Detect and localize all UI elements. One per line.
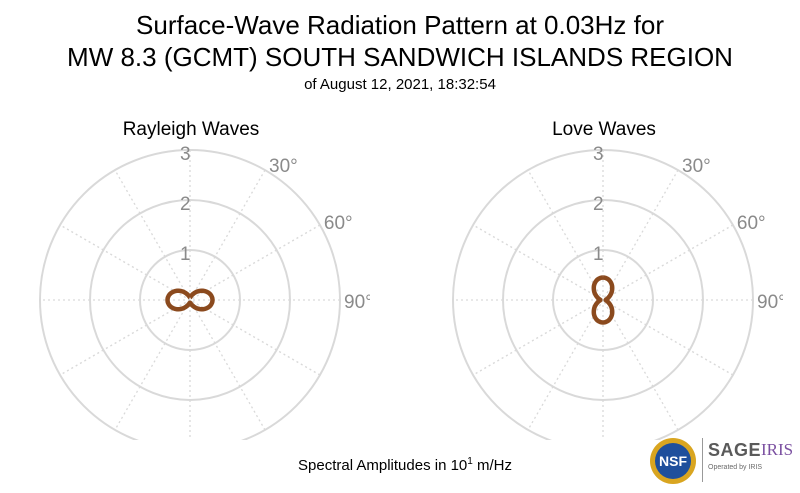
angle-tick-label: 90°	[344, 292, 370, 313]
amplitude-units-caption: Spectral Amplitudes in 101 m/Hz	[210, 452, 600, 476]
rayleigh-panel-title: Rayleigh Waves	[122, 119, 260, 140]
angle-tick-label: 30°	[269, 156, 298, 177]
angle-tick-label: 60°	[737, 213, 766, 234]
chart-title-line2: MW 8.3 (GCMT) SOUTH SANDWICH ISLANDS REG…	[67, 42, 733, 72]
caption-exponent: 1	[467, 456, 473, 467]
radiation-pattern-series-0	[165, 288, 215, 312]
radiation-pattern-series-0	[591, 275, 615, 325]
radial-tick-label: 1	[593, 244, 604, 265]
radial-tick-label: 3	[180, 144, 191, 165]
caption-text: Spectral Amplitudes in 10	[298, 457, 468, 474]
radial-ring-3	[39, 149, 341, 440]
sponsor-logos: NSF SAGE IRIS Operated by IRIS	[648, 434, 798, 488]
logo-divider	[702, 438, 703, 482]
love-polar-plot: 1 2 3 30° 60° 90°	[452, 144, 783, 440]
radial-ring-1	[139, 249, 241, 351]
nsf-logo-text: NSF	[659, 453, 687, 469]
radial-tick-label: 2	[593, 194, 604, 215]
radial-tick-label: 3	[593, 144, 604, 165]
rayleigh-polar-plot: 1 2 3 30° 60° 90°	[39, 144, 370, 440]
radial-ring-3	[452, 149, 754, 440]
sage-logo-text: SAGE	[708, 440, 762, 460]
love-panel-title: Love Waves	[552, 119, 656, 140]
chart-title-line1: Surface-Wave Radiation Pattern at 0.03Hz…	[136, 10, 664, 40]
operated-by-text: Operated by IRIS	[708, 464, 763, 471]
nsf-logo-icon: NSF	[650, 438, 696, 484]
chart-subtitle: of August 12, 2021, 18:32:54	[304, 76, 496, 93]
iris-logo-text: IRIS	[761, 440, 794, 459]
radial-tick-label: 1	[180, 244, 191, 265]
angle-tick-label: 30°	[682, 156, 711, 177]
angle-tick-label: 60°	[324, 213, 353, 234]
radial-tick-label: 2	[180, 194, 191, 215]
radial-ring-2	[89, 199, 291, 401]
radial-ring-1	[552, 249, 654, 351]
radial-ring-2	[502, 199, 704, 401]
angle-tick-label: 90°	[757, 292, 783, 313]
caption-unit: m/Hz	[472, 457, 512, 474]
